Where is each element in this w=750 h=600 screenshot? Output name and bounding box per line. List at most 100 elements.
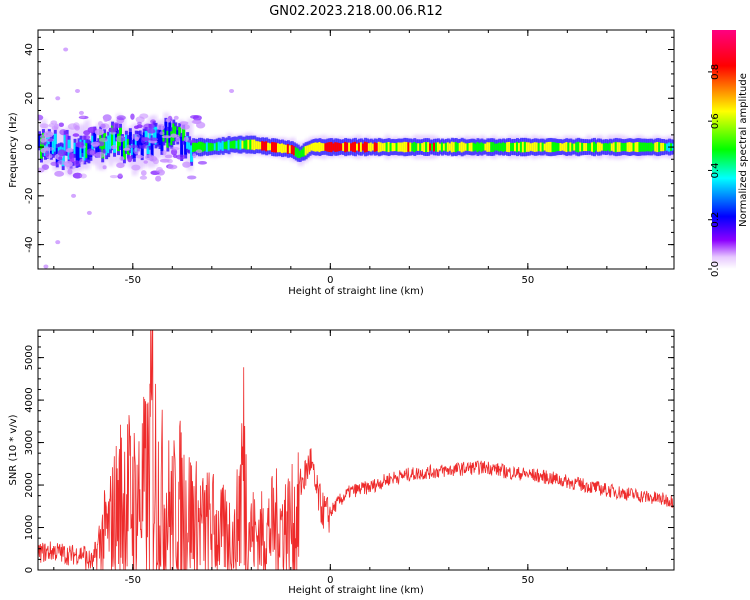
- spectrogram-core-cell: [38, 135, 41, 147]
- snr-x-label: Height of straight line (km): [288, 585, 424, 596]
- spectrogram-core-cell: [219, 142, 223, 150]
- spectrogram-core-cell: [265, 141, 269, 152]
- spectrogram-core-cell: [148, 127, 152, 146]
- spectrogram-core-cell: [654, 142, 658, 152]
- spectrogram-core-cell: [69, 154, 73, 165]
- spectrogram-speckle: [38, 167, 45, 173]
- spectrogram-core-cell: [440, 142, 444, 152]
- spectrogram-core-cell: [567, 142, 571, 152]
- spectrogram-core-cell: [415, 143, 419, 151]
- spectrogram-speckle: [72, 133, 80, 137]
- snr-y-tick-label: 0: [24, 567, 35, 573]
- spectrogram-core-cell: [547, 141, 551, 153]
- spectrogram-outlier: [229, 88, 235, 93]
- spectrogram-core-cell: [604, 143, 608, 152]
- spectrogram-core-cell: [101, 137, 105, 159]
- spectrogram-core-cell: [124, 134, 128, 150]
- spectrogram-core-cell: [442, 143, 446, 151]
- spectrogram-core-cell: [535, 142, 539, 152]
- spectrogram-core-cell: [496, 143, 500, 151]
- spectrogram-core-cell: [63, 134, 67, 152]
- spectrogram-core-cell: [186, 136, 190, 149]
- spectrogram-core-cell: [371, 143, 375, 151]
- spectrogram-core-cell: [164, 121, 168, 139]
- spectrogram-core-cell: [387, 142, 391, 153]
- spectrogram-core-cell: [184, 140, 188, 155]
- spectrogram-speckle: [195, 149, 203, 154]
- spectrogram-core-cell: [593, 141, 596, 153]
- spectrogram-core-cell: [111, 125, 115, 147]
- spectrogram-core-cell: [614, 141, 618, 153]
- spectrogram-speckle: [81, 134, 91, 140]
- spectrogram-speckle: [90, 141, 100, 147]
- spectrogram-speckle: [63, 160, 73, 167]
- spectrogram-core-cell: [180, 136, 184, 158]
- spectrogram-speckle: [43, 131, 54, 138]
- spectrogram-speckle: [98, 137, 109, 143]
- spectrogram-x-tick-label: 0: [327, 275, 333, 286]
- spectrogram-core-cell: [448, 143, 452, 151]
- spectrogram-speckle: [175, 136, 181, 143]
- colorbar-gradient: [712, 30, 736, 269]
- spectrogram-core-cell: [429, 143, 433, 151]
- spectrogram-outlier: [43, 264, 49, 269]
- spectrogram-core-cell: [229, 141, 233, 149]
- spectrogram-core-cell: [456, 142, 460, 152]
- spectrogram-core-cell: [510, 143, 514, 152]
- spectrogram-speckle: [191, 119, 202, 124]
- spectrogram-core-cell: [294, 147, 298, 157]
- spectrogram-speckle: [58, 156, 63, 161]
- spectrogram-core-cell: [600, 143, 604, 151]
- spectrogram-core-cell: [207, 142, 211, 152]
- spectrogram-core-cell: [502, 142, 506, 152]
- spectrogram-core-cell: [395, 142, 399, 152]
- spectrogram-core-cell: [500, 143, 504, 151]
- spectrogram-core-cell: [660, 142, 664, 152]
- spectrogram-speckle: [94, 128, 104, 136]
- spectrogram-speckle: [89, 150, 95, 155]
- spectrogram-core-cell: [438, 143, 442, 151]
- spectrogram-core-cell: [373, 142, 377, 152]
- spectrogram-speckle: [51, 126, 58, 131]
- spectrogram-core-cell: [652, 143, 656, 151]
- spectrogram-speckle: [182, 161, 191, 168]
- spectrogram-core-cell: [458, 142, 462, 152]
- spectrogram-core-cell: [565, 142, 569, 153]
- spectrogram-core-cell: [261, 141, 265, 151]
- snr-frame: [37, 329, 675, 571]
- spectrogram-core-cell: [624, 142, 628, 152]
- spectrogram-core-cell: [466, 143, 470, 151]
- spectrogram-core-cell: [634, 142, 638, 152]
- spectrogram-core-cell: [512, 142, 516, 152]
- spectrogram-core-cell: [310, 143, 314, 151]
- spectrogram-speckle: [140, 144, 149, 150]
- spectrogram-speckle: [103, 116, 109, 123]
- spectrogram-x-tick-label: -50: [125, 275, 141, 286]
- spectrogram-core-cell: [563, 142, 567, 152]
- spectrogram-core-cell: [585, 143, 589, 152]
- spectrogram-speckle: [131, 133, 141, 140]
- spectrogram-core-cell: [454, 141, 458, 153]
- spectrogram-core-cell: [107, 135, 111, 154]
- spectrogram-core-cell: [397, 142, 401, 152]
- spectrogram-frame: [37, 29, 675, 270]
- spectrogram-speckle: [115, 135, 125, 143]
- spectrogram-speckle: [186, 175, 197, 180]
- spectrogram-core-cell: [109, 131, 113, 150]
- spectrogram-speckle: [164, 154, 173, 159]
- spectrogram-core-cell: [357, 142, 361, 152]
- spectrogram-speckle: [102, 165, 107, 170]
- spectrogram-core-cell: [498, 142, 502, 152]
- spectrogram-core-cell: [423, 142, 427, 152]
- spectrogram-core-cell: [506, 142, 510, 152]
- spectrogram-core-cell: [478, 143, 482, 151]
- spectrogram-core-cell: [555, 142, 559, 152]
- spectrogram-core-cell: [188, 140, 192, 150]
- spectrogram-core-cell: [523, 141, 527, 153]
- spectrogram-core-cell: [259, 141, 263, 150]
- spectrogram-core-cell: [559, 143, 563, 152]
- spectrogram-core-cell: [196, 142, 199, 152]
- spectrogram-core-cell: [482, 143, 486, 151]
- spectrogram-outlier: [63, 47, 69, 52]
